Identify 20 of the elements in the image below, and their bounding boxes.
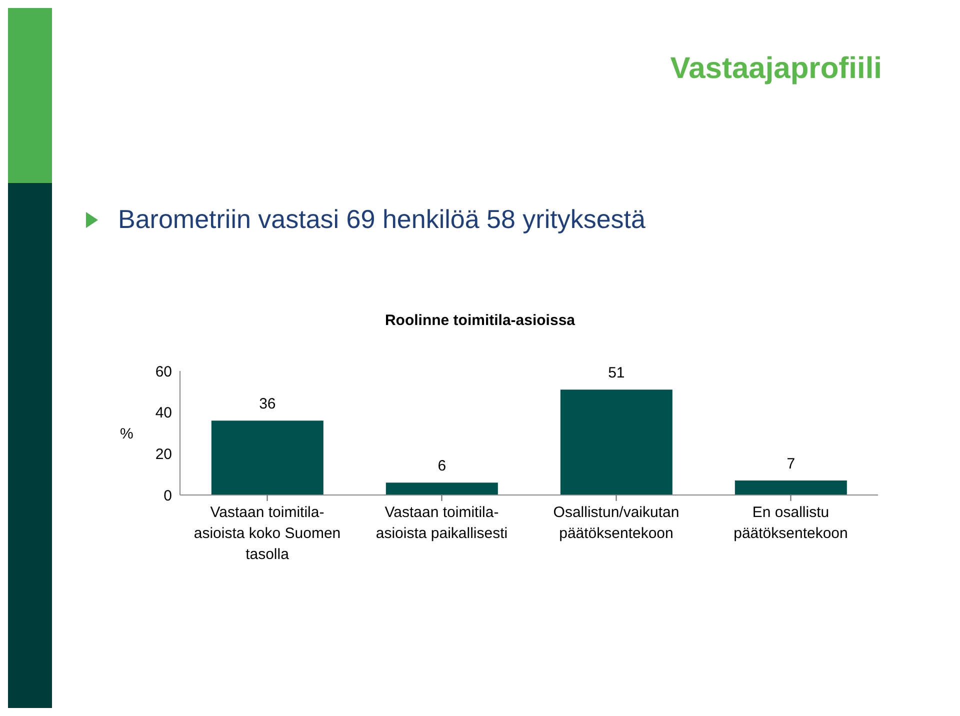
x-tick-label: Vastaan toimitila-asioista paikallisesti [376,504,508,542]
x-tick-label: En osallistu päätöksentekoon [734,504,848,542]
data-label: 36 [259,396,276,413]
x-tick-label: Osallistun/vaikutan päätöksentekoon [553,504,680,542]
x-tick-label: Vastaan toimitila-asioista koko Suomen tasolla [194,504,341,563]
y-tick-label: 60 [155,363,172,380]
bar [386,482,498,495]
chart-title: Vastaajaprofiili [670,52,882,86]
chart-subtitle: Barometriin vastasi 69 henkilöä 58 yrityksestä [118,204,646,235]
y-tick-label: 40 [155,404,172,422]
bar [734,480,847,495]
data-label: 51 [608,364,625,382]
text: Roolinne toimitila-asioissa [384,312,576,329]
bar [560,390,672,495]
bar [211,420,324,495]
y-tick-label: 20 [155,446,172,463]
data-label: 6 [438,458,446,475]
data-label: 7 [786,456,796,473]
y-axis-title: % [120,425,134,442]
y-tick-label: 0 [164,487,172,504]
